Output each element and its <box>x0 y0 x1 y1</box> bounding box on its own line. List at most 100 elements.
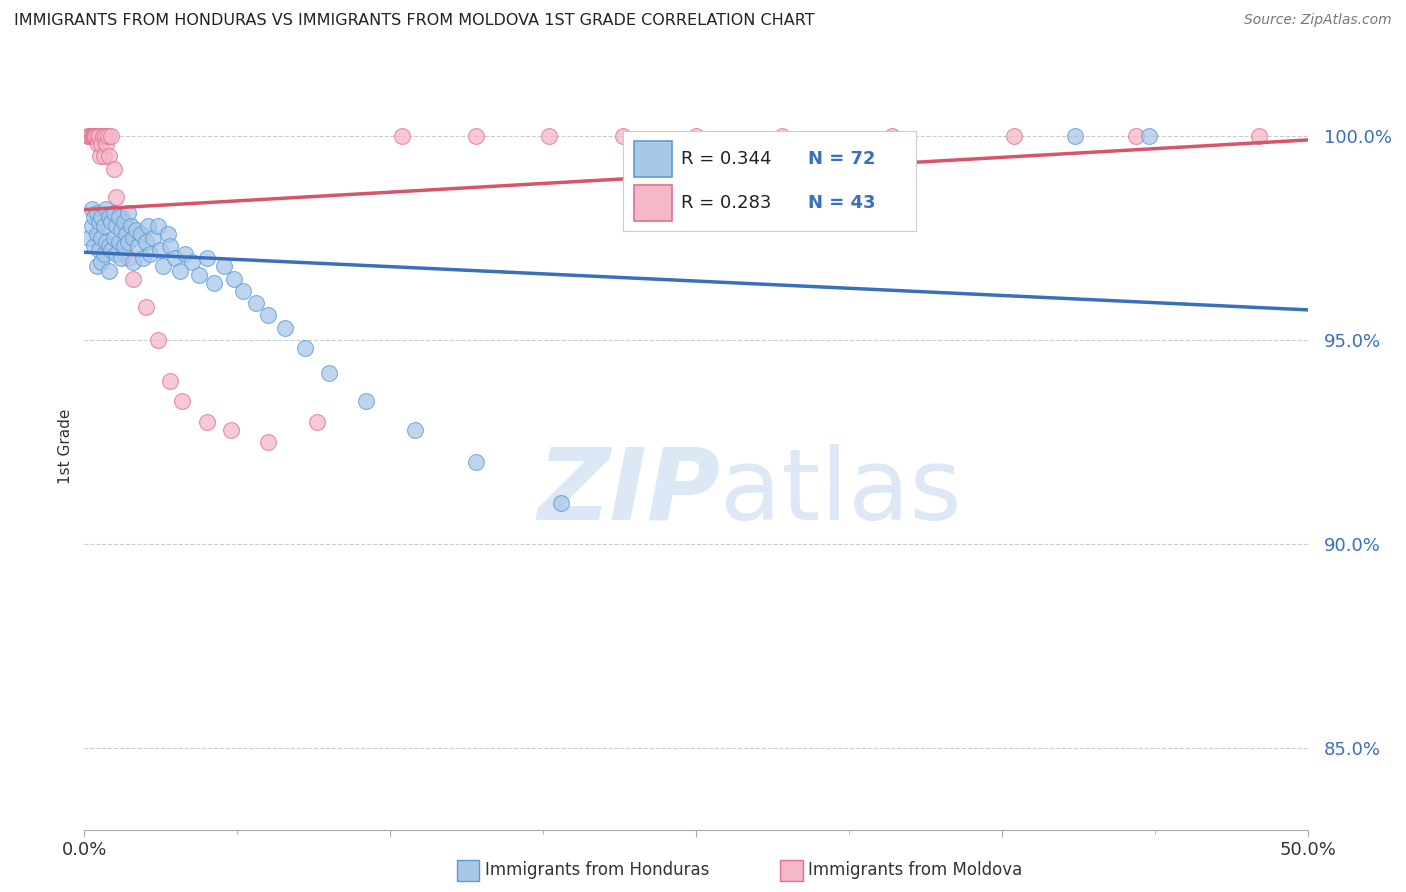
Point <box>139 247 162 261</box>
Point <box>100 214 122 228</box>
Point <box>112 231 135 245</box>
Point <box>117 252 139 266</box>
Point <box>404 423 426 437</box>
Point <box>105 190 128 204</box>
Point <box>77 128 100 143</box>
Point <box>391 128 413 143</box>
Point <box>1125 128 1147 143</box>
Point <box>318 366 340 380</box>
Point <box>188 268 211 282</box>
Point <box>90 231 112 245</box>
Point <box>84 128 107 143</box>
Point <box>219 423 242 437</box>
Point <box>91 128 114 143</box>
Point <box>152 260 174 274</box>
Point <box>202 276 225 290</box>
Point <box>97 128 120 143</box>
Point <box>181 255 204 269</box>
Point <box>550 496 572 510</box>
Point <box>97 263 120 277</box>
Point <box>105 247 128 261</box>
Point <box>1064 128 1087 143</box>
Point <box>77 231 100 245</box>
Point <box>77 128 100 143</box>
Point <box>146 219 169 233</box>
Point <box>110 223 132 237</box>
Point <box>169 263 191 277</box>
Point <box>103 206 125 220</box>
Point <box>294 341 316 355</box>
Point <box>122 271 145 285</box>
Text: atlas: atlas <box>720 443 962 541</box>
Point <box>86 260 108 274</box>
Point <box>129 227 152 241</box>
Point <box>87 243 110 257</box>
Point <box>103 231 125 245</box>
Point <box>97 239 120 253</box>
Point <box>86 206 108 220</box>
Point <box>93 149 115 163</box>
Point <box>115 227 138 241</box>
Point <box>159 374 181 388</box>
Point <box>1137 128 1160 143</box>
Point <box>83 239 105 253</box>
Point <box>135 300 157 314</box>
Point <box>90 211 112 225</box>
Point <box>146 333 169 347</box>
Point <box>112 214 135 228</box>
Point <box>212 260 235 274</box>
Point <box>96 235 118 249</box>
Point <box>612 128 634 143</box>
Point <box>149 243 172 257</box>
Text: Source: ZipAtlas.com: Source: ZipAtlas.com <box>1244 13 1392 28</box>
Point <box>94 128 117 143</box>
Point <box>117 206 139 220</box>
Point <box>770 128 793 143</box>
Point <box>82 128 104 143</box>
Point <box>132 252 155 266</box>
Point <box>880 128 903 143</box>
Point <box>172 394 194 409</box>
Point <box>685 128 707 143</box>
Point <box>97 211 120 225</box>
Point <box>105 219 128 233</box>
Point <box>103 161 125 176</box>
Point <box>83 128 105 143</box>
Point <box>107 235 129 249</box>
Point <box>222 271 245 285</box>
Point <box>93 247 115 261</box>
Point <box>464 128 486 143</box>
Point <box>159 239 181 253</box>
Text: ZIP: ZIP <box>537 443 720 541</box>
Point <box>538 128 561 143</box>
Text: IMMIGRANTS FROM HONDURAS VS IMMIGRANTS FROM MOLDOVA 1ST GRADE CORRELATION CHART: IMMIGRANTS FROM HONDURAS VS IMMIGRANTS F… <box>14 13 814 29</box>
Point <box>117 235 139 249</box>
Point <box>257 309 280 323</box>
Point <box>90 136 112 151</box>
Point <box>125 223 148 237</box>
Point <box>86 227 108 241</box>
Point <box>142 231 165 245</box>
Point <box>135 235 157 249</box>
Y-axis label: 1st Grade: 1st Grade <box>58 409 73 483</box>
Point <box>232 284 254 298</box>
Point <box>464 455 486 469</box>
Point <box>112 239 135 253</box>
Text: Immigrants from Moldova: Immigrants from Moldova <box>808 861 1022 879</box>
Point <box>163 252 186 266</box>
Point <box>195 252 218 266</box>
Point <box>136 219 159 233</box>
Point <box>110 252 132 266</box>
Point <box>274 320 297 334</box>
Point <box>79 128 101 143</box>
Point <box>110 211 132 225</box>
Point <box>80 219 103 233</box>
Point <box>127 239 149 253</box>
Point <box>83 211 105 225</box>
Point <box>87 128 110 143</box>
Point <box>122 255 145 269</box>
Point <box>1247 128 1270 143</box>
Point <box>122 231 145 245</box>
Point <box>87 136 110 151</box>
Point <box>120 219 142 233</box>
